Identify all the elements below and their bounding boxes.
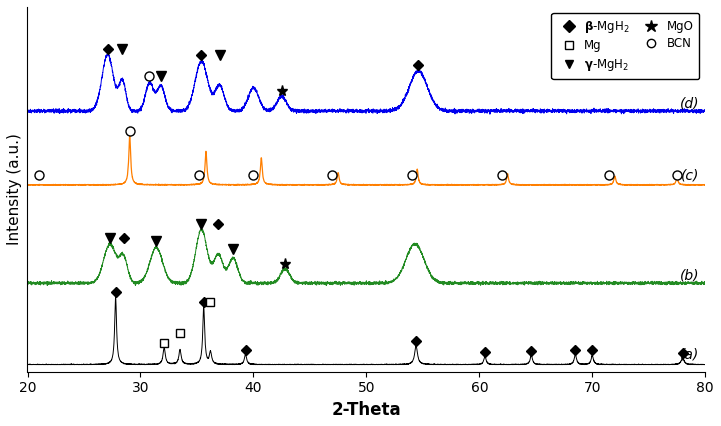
Legend: $\bf{\beta}$-MgH$_2$, Mg, $\bf{\gamma}$-MgH$_2$, MgO, BCN: $\bf{\beta}$-MgH$_2$, Mg, $\bf{\gamma}$-…	[552, 13, 699, 79]
X-axis label: 2-Theta: 2-Theta	[332, 401, 401, 419]
Text: (a): (a)	[681, 347, 699, 361]
Text: (d): (d)	[680, 97, 699, 111]
Text: (c): (c)	[681, 168, 699, 182]
Text: (b): (b)	[680, 268, 699, 282]
Y-axis label: Intensity (a.u.): Intensity (a.u.)	[7, 133, 22, 245]
